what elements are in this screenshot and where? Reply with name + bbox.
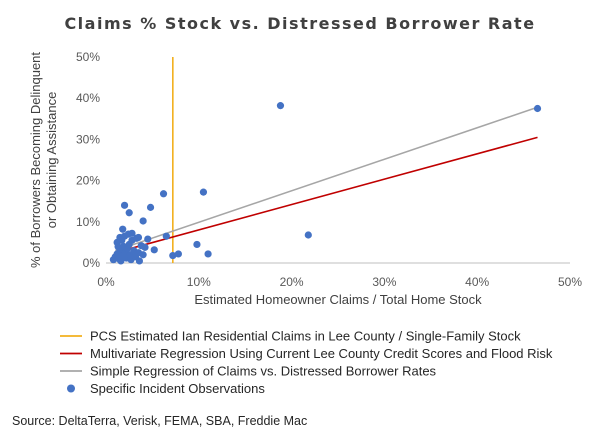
legend-label: PCS Estimated Ian Residential Claims in … xyxy=(90,329,521,344)
observation-point xyxy=(120,201,129,209)
observation-point xyxy=(116,233,124,242)
observation-point xyxy=(169,251,177,260)
observation-point xyxy=(144,235,152,243)
observation-point xyxy=(276,102,285,110)
y-axis-title-line: or Obtaining Assistance xyxy=(44,92,59,229)
observation-point xyxy=(193,240,201,249)
observation-point xyxy=(141,243,149,251)
observation-point xyxy=(139,251,147,259)
observation-point xyxy=(134,233,143,242)
x-tick-label: 0% xyxy=(97,275,115,289)
observation-point xyxy=(146,203,155,211)
observation-point xyxy=(139,217,147,225)
observation-point xyxy=(114,242,122,251)
x-tick-label: 40% xyxy=(465,275,489,289)
observation-point xyxy=(125,209,133,217)
legend: PCS Estimated Ian Residential Claims in … xyxy=(60,329,553,396)
legend-label: Multivariate Regression Using Current Le… xyxy=(90,346,553,361)
chart-title: Claims % Stock vs. Distressed Borrower R… xyxy=(64,14,536,33)
observation-point xyxy=(150,246,158,254)
observation-point xyxy=(119,225,127,233)
observation-point xyxy=(204,250,212,258)
multivariate-regression-line xyxy=(115,136,538,254)
observation-point xyxy=(174,250,182,258)
x-axis-title: Estimated Homeowner Claims / Total Home … xyxy=(194,292,482,307)
y-tick-label: 10% xyxy=(76,215,100,229)
observation-point xyxy=(199,188,208,196)
observation-point xyxy=(304,231,312,239)
observation-point xyxy=(128,229,136,237)
legend-label: Simple Regression of Claims vs. Distress… xyxy=(90,364,437,379)
y-tick-label: 20% xyxy=(76,174,100,188)
observation-point xyxy=(159,190,168,198)
source-note: Source: DeltaTerra, Verisk, FEMA, SBA, F… xyxy=(12,414,308,428)
x-tick-label: 20% xyxy=(280,275,304,289)
plot-area xyxy=(109,57,542,265)
axes: 0% 10% 20% 30% 40% 50% 0% 10% 20% 30% 40% 50% Estima… xyxy=(28,50,582,307)
y-tick-label: 30% xyxy=(76,132,100,146)
y-axis-title-line: % of Borrowers Becoming Delinquent xyxy=(28,52,43,268)
legend-marker-observations xyxy=(67,384,75,393)
observation-point xyxy=(162,232,170,240)
y-tick-label: 40% xyxy=(76,91,100,105)
x-tick-label: 10% xyxy=(187,275,211,289)
observation-point xyxy=(135,257,144,265)
y-tick-label: 0% xyxy=(83,256,101,270)
y-tick-label: 50% xyxy=(76,50,100,64)
legend-label: Specific Incident Observations xyxy=(90,381,265,396)
observation-point xyxy=(533,104,542,113)
x-tick-label: 50% xyxy=(558,275,582,289)
x-tick-label: 30% xyxy=(372,275,396,289)
simple-regression-line xyxy=(115,106,538,252)
